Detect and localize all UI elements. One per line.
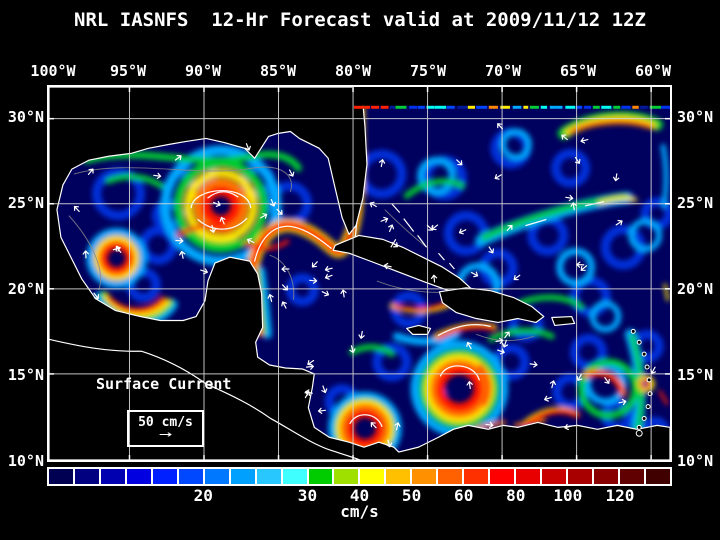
colorbar-cell xyxy=(308,469,333,484)
colorbar-tick-label: 100 xyxy=(553,486,583,505)
masked-region xyxy=(352,87,670,106)
current-direction-arrows xyxy=(73,123,656,448)
lon-tick-label: 70°W xyxy=(484,62,522,80)
colorbar-cell xyxy=(490,469,515,484)
colorbar-cell xyxy=(282,469,307,484)
lat-tick-label: 30°N xyxy=(7,108,44,126)
scale-legend-box: 50 cm/s → xyxy=(127,410,204,447)
colorbar-tick-label: 120 xyxy=(605,486,635,505)
data-edge-speckle xyxy=(354,105,670,109)
lon-tick-label: 100°W xyxy=(30,62,76,80)
colorbar-cell xyxy=(386,469,411,484)
colorbar-cell xyxy=(464,469,489,484)
colorbar-cell xyxy=(516,469,541,484)
colorbar-cell xyxy=(152,469,177,484)
lat-tick-label: 20°N xyxy=(677,280,714,298)
colorbar-tick-label: 60 xyxy=(454,486,474,505)
colorbar-cell xyxy=(334,469,359,484)
colorbar-cell xyxy=(256,469,281,484)
colorbar-tick-label: 20 xyxy=(193,486,213,505)
colorbar-cell xyxy=(74,469,99,484)
lat-tick-label: 10°N xyxy=(7,452,44,470)
colorbar-cell xyxy=(542,469,567,484)
lon-tick-label: 80°W xyxy=(334,62,372,80)
frame-ticks xyxy=(49,87,670,460)
lon-tick-label: 75°W xyxy=(409,62,447,80)
map-panel xyxy=(47,85,672,462)
figure-title: NRL IASNFS 12-Hr Forecast valid at 2009/… xyxy=(74,9,646,31)
lon-tick-label: 85°W xyxy=(259,62,297,80)
current-field-map xyxy=(49,87,670,460)
lon-tick-label: 65°W xyxy=(559,62,597,80)
lat-tick-label: 10°N xyxy=(677,452,714,470)
colorbar-tick-label: 50 xyxy=(401,486,422,505)
lat-tick-label: 25°N xyxy=(677,194,714,212)
lon-tick-label: 90°W xyxy=(184,62,222,80)
colorbar-cell xyxy=(178,469,203,484)
lat-tick-label: 15°N xyxy=(677,366,714,384)
lat-tick-label: 15°N xyxy=(7,366,44,384)
colorbar-cell xyxy=(438,469,463,484)
colorbar-cell xyxy=(568,469,593,484)
scale-value: 50 cm/s xyxy=(138,415,193,430)
colorbar-cell xyxy=(126,469,151,484)
colorbar-cell xyxy=(230,469,255,484)
surface-current-label: Surface Current xyxy=(96,375,232,393)
scale-arrow-icon: → xyxy=(158,427,173,442)
colorbar-tick-label: 80 xyxy=(506,486,526,505)
colorbar-cell xyxy=(412,469,437,484)
lat-tick-label: 30°N xyxy=(677,108,714,126)
lon-tick-label: 60°W xyxy=(634,62,672,80)
colorbar-cell xyxy=(360,469,385,484)
colorbar-cell xyxy=(204,469,229,484)
colorbar-tick-label: 30 xyxy=(297,486,318,505)
colorbar-cell xyxy=(100,469,125,484)
colorbar-cell xyxy=(49,469,73,484)
colorbar-cell xyxy=(594,469,618,484)
lat-tick-label: 25°N xyxy=(7,194,44,212)
colorbar-cell xyxy=(645,469,670,484)
lon-tick-label: 95°W xyxy=(109,62,147,80)
colorbar-units: cm/s xyxy=(340,502,379,521)
lat-tick-label: 20°N xyxy=(7,280,44,298)
colorbar-tick-label: 40 xyxy=(349,486,370,505)
colorbar-cell xyxy=(619,469,644,484)
colorbar xyxy=(47,467,672,486)
